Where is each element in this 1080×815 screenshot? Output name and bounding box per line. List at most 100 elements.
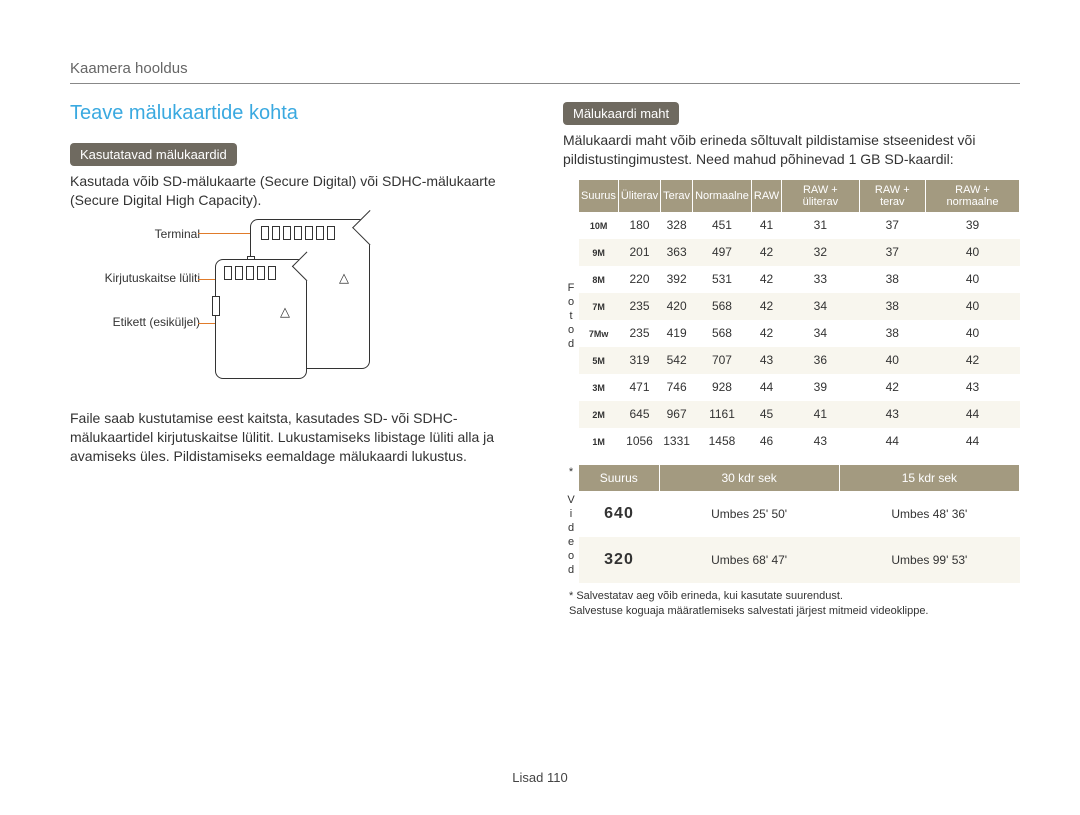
table-cell: 967 xyxy=(661,401,693,428)
table-cell: 220 xyxy=(618,266,660,293)
table-header: RAW + normaalne xyxy=(926,180,1020,212)
table-header: RAW + üliterav xyxy=(782,180,859,212)
table-cell: 392 xyxy=(661,266,693,293)
table-cell: 39 xyxy=(926,212,1020,239)
table-row: 3M47174692844394243 xyxy=(579,374,1020,401)
table-cell: Umbes 25' 50' xyxy=(659,491,839,537)
table-row: 7M23542056842343840 xyxy=(579,293,1020,320)
table-header: 15 kdr sek xyxy=(839,465,1019,491)
table-cell: 201 xyxy=(618,239,660,266)
table-cell: 1056 xyxy=(618,428,660,455)
table-header: 30 kdr sek xyxy=(659,465,839,491)
table-cell: 38 xyxy=(859,320,925,347)
table-cell: 42 xyxy=(926,347,1020,374)
right-intro-text: Mälukaardi maht võib erineda sõltuvalt p… xyxy=(563,131,1020,170)
table-cell: 38 xyxy=(859,266,925,293)
photo-side-label: Fotod xyxy=(563,180,579,455)
table-cell: 34 xyxy=(782,293,859,320)
size-icon-cell: 7Mw xyxy=(579,320,618,347)
table-header: RAW xyxy=(751,180,781,212)
size-icon-cell: 1M xyxy=(579,428,618,455)
table-row: 2M645967116145414344 xyxy=(579,401,1020,428)
table-cell: Umbes 99' 53' xyxy=(839,537,1019,583)
table-header: Suurus xyxy=(579,465,659,491)
table-cell: 37 xyxy=(859,239,925,266)
footnote-2: Salvestuse koguaja määratlemiseks salves… xyxy=(563,604,1020,619)
table-cell: Umbes 68' 47' xyxy=(659,537,839,583)
table-cell: 235 xyxy=(618,320,660,347)
left-intro-text: Kasutada võib SD-mälukaarte (Secure Digi… xyxy=(70,172,525,211)
table-cell: 46 xyxy=(751,428,781,455)
video-size-cell: 320 xyxy=(579,537,659,583)
table-cell: 471 xyxy=(618,374,660,401)
label-lock: Kirjutuskaitse lüliti xyxy=(70,271,200,285)
table-cell: 38 xyxy=(859,293,925,320)
table-row: 9M20136349742323740 xyxy=(579,239,1020,266)
table-cell: 44 xyxy=(926,428,1020,455)
table-cell: 42 xyxy=(859,374,925,401)
table-cell: 40 xyxy=(926,320,1020,347)
label-terminal: Terminal xyxy=(70,227,200,241)
table-cell: 39 xyxy=(782,374,859,401)
size-icon-cell: 3M xyxy=(579,374,618,401)
table-cell: 707 xyxy=(693,347,752,374)
table-cell: 43 xyxy=(751,347,781,374)
table-cell: 568 xyxy=(693,293,752,320)
table-cell: 32 xyxy=(782,239,859,266)
subsection-pill-right: Mälukaardi maht xyxy=(563,102,679,125)
table-cell: 37 xyxy=(859,212,925,239)
table-row: 1M10561331145846434444 xyxy=(579,428,1020,455)
footer-label: Lisad xyxy=(512,770,543,785)
table-cell: 40 xyxy=(859,347,925,374)
table-cell: 568 xyxy=(693,320,752,347)
table-cell: 42 xyxy=(751,320,781,347)
table-row: 10M18032845141313739 xyxy=(579,212,1020,239)
size-icon-cell: 5M xyxy=(579,347,618,374)
right-column: Mälukaardi maht Mälukaardi maht võib eri… xyxy=(563,102,1020,619)
left-column: Teave mälukaartide kohta Kasutatavad mäl… xyxy=(70,102,525,619)
subsection-pill-left: Kasutatavad mälukaardid xyxy=(70,143,237,166)
size-icon-cell: 2M xyxy=(579,401,618,428)
table-cell: 44 xyxy=(859,428,925,455)
size-icon-cell: 7M xyxy=(579,293,618,320)
table-cell: 746 xyxy=(661,374,693,401)
table-cell: 42 xyxy=(751,293,781,320)
size-icon-cell: 10M xyxy=(579,212,618,239)
table-cell: 319 xyxy=(618,347,660,374)
table-cell: 42 xyxy=(751,266,781,293)
table-cell: 36 xyxy=(782,347,859,374)
sd-card-diagram: Terminal Kirjutuskaitse lüliti Etikett (… xyxy=(120,219,440,399)
table-cell: 928 xyxy=(693,374,752,401)
table-cell: 180 xyxy=(618,212,660,239)
table-cell: 31 xyxy=(782,212,859,239)
table-row: 8M22039253142333840 xyxy=(579,266,1020,293)
table-cell: 34 xyxy=(782,320,859,347)
video-size-cell: 640 xyxy=(579,491,659,537)
table-cell: 531 xyxy=(693,266,752,293)
table-cell: 33 xyxy=(782,266,859,293)
table-cell: 40 xyxy=(926,239,1020,266)
table-cell: 41 xyxy=(751,212,781,239)
table-cell: 419 xyxy=(661,320,693,347)
table-cell: 45 xyxy=(751,401,781,428)
footnote-1: * Salvestatav aeg võib erineda, kui kasu… xyxy=(563,589,1020,604)
table-header: Suurus xyxy=(579,180,618,212)
table-cell: 542 xyxy=(661,347,693,374)
table-cell: 43 xyxy=(859,401,925,428)
table-cell: 1331 xyxy=(661,428,693,455)
table-header: Normaalne xyxy=(693,180,752,212)
table-cell: 42 xyxy=(751,239,781,266)
table-row: 5M31954270743364042 xyxy=(579,347,1020,374)
breadcrumb: Kaamera hooldus xyxy=(70,60,1020,84)
table-row: 320Umbes 68' 47'Umbes 99' 53' xyxy=(579,537,1020,583)
footer-page: 110 xyxy=(547,770,568,785)
left-bottom-text: Faile saab kustutamise eest kaitsta, kas… xyxy=(70,409,525,467)
photo-capacity-table: SuurusÜliteravTeravNormaalneRAWRAW + üli… xyxy=(579,180,1020,455)
table-cell: 44 xyxy=(926,401,1020,428)
table-cell: 1458 xyxy=(693,428,752,455)
video-side-label: * Videod xyxy=(563,455,579,583)
size-icon-cell: 9M xyxy=(579,239,618,266)
table-cell: 451 xyxy=(693,212,752,239)
table-cell: 497 xyxy=(693,239,752,266)
table-cell: 328 xyxy=(661,212,693,239)
